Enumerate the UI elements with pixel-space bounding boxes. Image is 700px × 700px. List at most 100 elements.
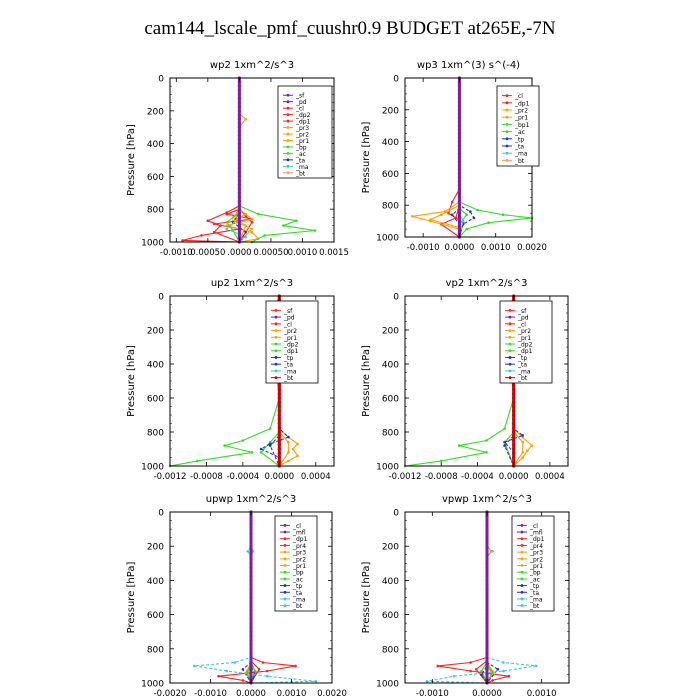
zero-profile-marker xyxy=(249,625,253,630)
zero-profile-marker xyxy=(237,101,241,105)
x-tick-label: -0.0004 xyxy=(226,472,259,482)
zero-profile-marker xyxy=(485,565,489,570)
zero-profile-marker xyxy=(457,211,462,215)
legend-label-_pr1: _pr1 xyxy=(529,563,543,570)
zero-profile-marker xyxy=(277,455,281,460)
legend-marker-_pr2 xyxy=(283,557,287,561)
zero-profile-marker xyxy=(485,557,489,561)
zero-profile-marker xyxy=(457,143,462,148)
legend-label-_pr1: _pr1 xyxy=(295,138,309,145)
data-point-_ac xyxy=(225,221,229,224)
series-line-_ta xyxy=(269,296,280,467)
data-point-_dp2 xyxy=(485,451,488,454)
data-point-_pr3 xyxy=(225,224,229,227)
legend-label-_pr3: _pr3 xyxy=(295,125,309,132)
zero-profile-marker xyxy=(249,565,253,570)
y-axis-label: Pressure [hPa] xyxy=(361,122,372,194)
x-tick-label: 0.0004 xyxy=(535,472,565,482)
legend-label-_bt: _bt xyxy=(529,603,540,610)
y-tick-label: 600 xyxy=(147,173,164,183)
zero-profile-marker xyxy=(485,647,489,651)
legend-label-_pr2: _pr2 xyxy=(529,556,543,563)
y-tick-label: 1000 xyxy=(376,234,399,244)
zero-profile-marker xyxy=(237,109,241,113)
legend-marker-_dp2 xyxy=(286,113,290,117)
legend-label-_ac: _ac xyxy=(295,151,306,158)
data-point-_dp2 xyxy=(219,224,222,227)
x-tick-label: -0.0010 xyxy=(194,689,227,699)
legend-marker-_pr2 xyxy=(274,329,278,332)
zero-profile-marker xyxy=(237,195,241,199)
zero-profile-marker xyxy=(512,417,516,421)
legend-marker-_mfl xyxy=(283,530,287,534)
zero-profile-marker xyxy=(249,621,253,625)
zero-profile-marker xyxy=(512,447,516,451)
data-point-_cl xyxy=(450,200,454,204)
data-point-_bp xyxy=(313,229,317,232)
legend-label-_ta: _ta xyxy=(514,144,524,151)
legend-marker-_pd xyxy=(508,315,512,319)
zero-profile-marker xyxy=(457,159,462,164)
y-axis-label: Pressure [hPa] xyxy=(361,345,372,417)
legend-label-_dp1: _dp1 xyxy=(283,348,299,355)
zero-profile-marker xyxy=(249,617,253,621)
data-point-_ac xyxy=(465,213,469,216)
zero-profile-marker xyxy=(457,179,462,183)
zero-profile-marker xyxy=(237,162,241,166)
data-point-_ma xyxy=(233,661,237,664)
series-line-_ac xyxy=(226,78,240,243)
zero-profile-marker xyxy=(457,223,462,227)
x-tick-label: 0.0000 xyxy=(472,689,502,699)
zero-profile-marker xyxy=(237,211,241,215)
legend-marker-_pr1 xyxy=(508,335,512,339)
legend-label-_pr2: _pr2 xyxy=(514,108,528,115)
y-tick-label: 400 xyxy=(147,140,164,150)
zero-profile-marker xyxy=(457,195,462,199)
zero-profile-marker xyxy=(249,574,253,578)
zero-profile-marker xyxy=(237,215,241,219)
zero-profile-marker xyxy=(237,203,241,207)
zero-profile-marker xyxy=(457,116,462,120)
legend-marker-_ac xyxy=(283,577,287,581)
zero-profile-marker xyxy=(249,677,253,681)
y-tick-label: 400 xyxy=(382,361,399,371)
legend-marker-_dp1 xyxy=(508,349,512,353)
legend-marker-_pr2 xyxy=(520,557,524,561)
x-tick-label: 0.0020 xyxy=(517,243,547,253)
series-line-_bp xyxy=(238,78,316,243)
zero-profile-marker xyxy=(457,120,462,124)
legend-label-_bp: _bp xyxy=(292,570,304,577)
legend-marker-_pr3 xyxy=(286,126,290,129)
zero-profile-marker xyxy=(237,142,241,146)
zero-profile-marker xyxy=(237,170,241,174)
legend-label-_bt: _bt xyxy=(517,375,528,382)
legend-label-_dp2: _dp2 xyxy=(283,342,299,349)
x-tick-label: 0.0020 xyxy=(317,689,347,699)
zero-profile-marker xyxy=(249,634,253,638)
x-tick-label: -0.0004 xyxy=(461,472,494,482)
legend-label-_pr2: _pr2 xyxy=(295,132,309,139)
zero-profile-marker xyxy=(237,174,241,178)
zero-profile-marker xyxy=(249,523,253,527)
y-tick-label: 400 xyxy=(147,361,164,371)
zero-profile-marker xyxy=(457,191,462,195)
data-point-_dp1 xyxy=(217,674,220,678)
zero-profile-marker xyxy=(485,621,489,625)
legend-marker-_ac xyxy=(286,151,290,155)
legend-label-_bt: _bt xyxy=(292,603,303,610)
legend-marker-_ma xyxy=(520,597,524,601)
zero-profile-marker xyxy=(237,96,241,101)
legend-marker-_ta xyxy=(286,158,290,162)
legend-label-_pr2: _pr2 xyxy=(517,328,531,335)
zero-profile-marker xyxy=(485,677,489,681)
legend-marker-_mfl xyxy=(520,530,524,534)
data-point-_bp xyxy=(263,234,266,237)
legend-marker-_pr3 xyxy=(520,550,524,554)
zero-profile-marker xyxy=(249,591,253,595)
legend-marker-_pr1 xyxy=(283,564,287,567)
legend-marker-_tp xyxy=(508,356,512,359)
x-tick-label: 0.0010 xyxy=(481,243,511,253)
x-tick-label: 0.0000 xyxy=(499,472,529,482)
y-tick-label: 0 xyxy=(158,293,164,303)
data-point-_ma xyxy=(225,669,228,673)
